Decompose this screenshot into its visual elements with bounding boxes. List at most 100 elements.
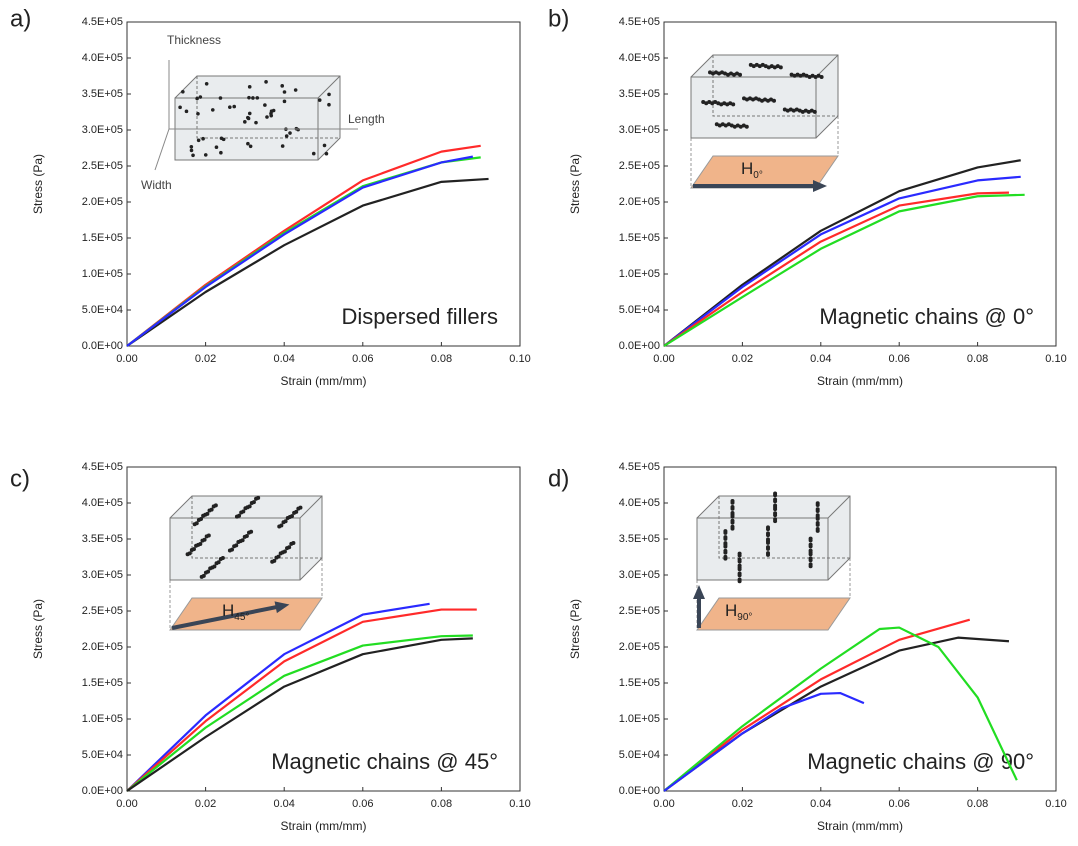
filler — [247, 85, 252, 89]
filler — [322, 143, 327, 148]
chain-particle — [808, 542, 813, 547]
chain-particle — [287, 545, 292, 550]
chain-particle — [730, 518, 735, 523]
chain-particle — [187, 551, 192, 556]
annotation: Magnetic chains @ 90° — [807, 749, 1034, 774]
x-axis-title: Strain (mm/mm) — [281, 819, 367, 833]
y-tick-label: 1.5E+05 — [82, 232, 123, 244]
x-axis-title: Strain (mm/mm) — [281, 374, 367, 388]
plot-frame — [126, 21, 521, 347]
chain-particle — [807, 74, 812, 79]
filler — [196, 111, 200, 116]
chain-particle — [244, 533, 249, 538]
chain-particle — [798, 73, 803, 78]
chain-particle — [812, 109, 817, 114]
data-line — [663, 626, 1018, 792]
chain-particle — [720, 122, 725, 127]
chain-particle — [241, 509, 246, 514]
x-tick-label: 0.02 — [732, 798, 753, 810]
data-line — [126, 634, 473, 792]
y-tick-label: 0.0E+00 — [619, 340, 660, 352]
y-tick-label: 0.0E+00 — [82, 340, 123, 352]
chain-particle — [714, 122, 719, 127]
chain-particle — [772, 98, 776, 103]
chain-particle — [763, 64, 768, 69]
panel-label: d) — [548, 465, 569, 492]
y-tick-label: 5.0E+04 — [619, 749, 660, 761]
chain-particle — [782, 107, 787, 112]
chain-particle — [792, 73, 797, 78]
chain-particle — [283, 519, 288, 524]
data-line — [663, 618, 971, 792]
y-tick-label: 1.0E+05 — [82, 713, 123, 725]
inset-edge — [196, 76, 340, 139]
chain-particle — [766, 65, 771, 70]
field-arrowhead — [274, 601, 290, 614]
y-tick-label: 5.0E+04 — [82, 304, 123, 316]
x-tick-label: 0.04 — [273, 798, 294, 810]
chain-particle — [766, 98, 770, 103]
chain-particle — [722, 101, 727, 106]
filler — [196, 138, 201, 143]
filler — [189, 148, 194, 153]
chain-particle — [760, 98, 764, 103]
annotation: Magnetic chains @ 0° — [819, 304, 1034, 329]
filler — [246, 141, 250, 146]
filler — [282, 99, 287, 104]
chain-particle — [751, 64, 756, 69]
chain-particle — [291, 540, 296, 545]
chain-particle — [716, 101, 721, 106]
filler — [191, 153, 195, 158]
chain-particle — [815, 507, 820, 512]
filler — [254, 120, 258, 125]
chain-particle — [816, 73, 821, 78]
chain-particle — [815, 521, 820, 526]
chain-particle — [256, 495, 261, 500]
chain-particle — [751, 97, 755, 102]
data-line — [126, 602, 430, 792]
chain-particle — [723, 535, 728, 540]
chain-particle — [202, 537, 207, 542]
y-tick-label: 2.0E+05 — [619, 196, 660, 208]
chain-particle — [251, 500, 256, 505]
chain-particle — [237, 513, 242, 518]
y-axis-title: Stress (Pa) — [568, 154, 582, 214]
inset-box — [696, 517, 829, 581]
field-plane — [696, 597, 851, 631]
data-line — [126, 177, 489, 347]
chain-particle — [806, 109, 811, 114]
chain-particle — [804, 73, 809, 78]
chain-particle — [216, 560, 221, 565]
inset-edge — [815, 54, 839, 78]
chain-particle — [726, 122, 731, 127]
data-line — [663, 175, 1021, 347]
chain-particle — [282, 549, 287, 554]
y-axis-title: Stress (Pa) — [31, 599, 45, 659]
filler — [263, 103, 267, 107]
y-tick-label: 1.0E+05 — [619, 713, 660, 725]
y-tick-label: 2.5E+05 — [82, 160, 123, 172]
chain-particle — [800, 109, 805, 114]
filler — [219, 150, 223, 155]
x-tick-label: 0.00 — [116, 353, 137, 365]
filler — [247, 111, 252, 116]
filler — [284, 134, 289, 138]
chain-particle — [729, 71, 733, 76]
filler — [232, 104, 237, 109]
x-tick-label: 0.06 — [352, 798, 373, 810]
chain-particle — [797, 108, 802, 113]
x-tick-label: 0.00 — [653, 353, 674, 365]
chain-particle — [808, 562, 813, 567]
chain-particle — [731, 102, 736, 107]
data-line — [663, 191, 1009, 347]
chain-particle — [730, 511, 735, 515]
inset-box-back — [174, 75, 341, 161]
filler — [255, 96, 260, 100]
chain-particle — [766, 525, 770, 530]
x-tick-label: 0.08 — [967, 353, 988, 365]
field-arrowhead — [693, 585, 705, 599]
inset-box — [169, 517, 301, 581]
y-tick-label: 3.0E+05 — [82, 569, 123, 581]
inset-label: Length — [348, 112, 385, 126]
chain-particle — [729, 123, 734, 128]
